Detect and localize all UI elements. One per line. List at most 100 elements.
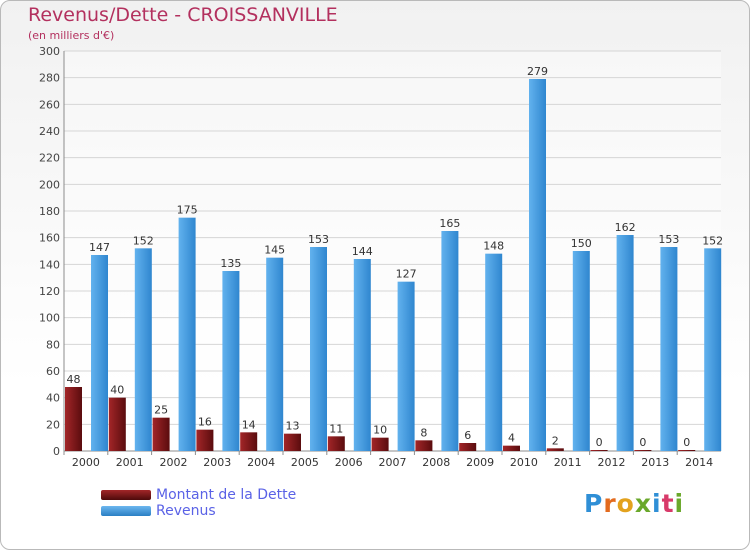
legend-swatch-dette (101, 490, 151, 500)
data-label-dette: 16 (198, 416, 212, 429)
plot-area (64, 51, 721, 451)
data-label-revenus: 150 (571, 237, 592, 250)
y-tick-label: 200 (39, 178, 60, 191)
bar-dette (284, 433, 301, 451)
data-label-dette: 25 (154, 404, 168, 417)
data-label-dette: 11 (329, 422, 343, 435)
data-label-revenus: 279 (527, 65, 548, 78)
y-tick-label: 160 (39, 232, 60, 245)
bar-dette (503, 445, 520, 451)
data-label-revenus: 148 (483, 240, 504, 253)
data-label-revenus: 147 (89, 241, 110, 254)
x-tick-label: 2002 (160, 456, 188, 469)
bar-dette (240, 432, 258, 451)
data-label-revenus: 144 (352, 245, 373, 258)
data-label-dette: 13 (286, 420, 300, 433)
bar-revenus (660, 247, 678, 451)
bar-revenus (441, 231, 459, 451)
y-tick-label: 0 (53, 445, 60, 458)
data-label-dette: 4 (508, 432, 515, 445)
legend-label-revenus: Revenus (156, 503, 216, 519)
x-tick-label: 2009 (466, 456, 494, 469)
bar-revenus (485, 253, 503, 451)
y-tick-label: 280 (39, 72, 60, 85)
y-tick-label: 80 (46, 338, 60, 351)
bar-revenus (353, 259, 371, 451)
logo-letter: P (584, 489, 604, 518)
data-label-dette: 2 (552, 434, 559, 447)
bar-dette (634, 450, 652, 451)
data-label-revenus: 153 (658, 233, 679, 246)
y-tick-label: 180 (39, 205, 60, 218)
data-label-dette: 48 (67, 373, 81, 386)
data-label-revenus: 145 (264, 244, 285, 257)
bar-dette (546, 448, 564, 451)
data-label-dette: 8 (420, 426, 427, 439)
data-label-revenus: 152 (702, 234, 723, 247)
bar-dette (590, 450, 608, 451)
chart-subtitle: (en milliers d'€) (28, 29, 115, 42)
bar-revenus (572, 251, 590, 451)
x-tick-label: 2003 (203, 456, 231, 469)
bar-revenus (704, 248, 722, 451)
proxiti-logo: Proxiti (584, 489, 684, 518)
x-tick-label: 2013 (641, 456, 669, 469)
bar-revenus (397, 281, 415, 451)
x-tick-label: 2012 (598, 456, 626, 469)
data-label-revenus: 152 (133, 234, 154, 247)
y-tick-label: 20 (46, 418, 60, 431)
logo-letter: x (634, 489, 652, 518)
x-tick-label: 2007 (379, 456, 407, 469)
x-tick-label: 2005 (291, 456, 319, 469)
data-label-revenus: 175 (177, 204, 198, 217)
x-tick-label: 2010 (510, 456, 538, 469)
logo-letter: o (616, 489, 635, 518)
data-label-revenus: 162 (615, 221, 636, 234)
data-label-dette: 10 (373, 424, 387, 437)
y-tick-label: 260 (39, 98, 60, 111)
y-tick-label: 240 (39, 125, 60, 138)
bar-revenus (529, 79, 546, 451)
data-label-dette: 14 (242, 418, 256, 431)
bar-dette (196, 429, 214, 451)
logo-letter: t (661, 489, 675, 518)
bar-dette (108, 397, 126, 451)
x-tick-label: 2014 (685, 456, 713, 469)
bar-dette (678, 450, 696, 451)
data-label-revenus: 127 (396, 268, 417, 281)
bar-revenus (134, 248, 152, 451)
logo-letter: i (652, 489, 662, 518)
y-tick-label: 140 (39, 258, 60, 271)
bar-dette (327, 436, 345, 451)
bar-dette (459, 443, 477, 451)
data-label-dette: 6 (464, 429, 471, 442)
bar-revenus (310, 247, 327, 451)
data-label-dette: 0 (639, 436, 646, 449)
bar-revenus (178, 217, 196, 451)
data-label-dette: 40 (110, 384, 124, 397)
bar-revenus (91, 255, 108, 451)
y-tick-label: 100 (39, 312, 60, 325)
bar-dette (152, 417, 170, 451)
bar-revenus (266, 257, 284, 451)
bar-dette (65, 387, 82, 451)
x-tick-label: 2004 (247, 456, 275, 469)
data-label-revenus: 153 (308, 233, 329, 246)
x-tick-label: 2000 (72, 456, 100, 469)
data-label-revenus: 135 (220, 257, 241, 270)
data-label-dette: 0 (596, 436, 603, 449)
y-tick-label: 60 (46, 365, 60, 378)
legend-swatch-revenus (101, 506, 151, 516)
logo-letter: r (603, 489, 617, 518)
bar-dette (415, 440, 433, 451)
chart-title: Revenus/Dette - CROISSANVILLE (28, 4, 338, 26)
logo-letter: i (674, 489, 685, 518)
y-tick-label: 220 (39, 152, 60, 165)
data-label-dette: 0 (683, 436, 690, 449)
x-tick-label: 2001 (116, 456, 144, 469)
y-tick-label: 300 (39, 45, 60, 58)
bar-revenus (616, 235, 634, 451)
x-tick-label: 2011 (554, 456, 582, 469)
x-tick-label: 2006 (335, 456, 363, 469)
